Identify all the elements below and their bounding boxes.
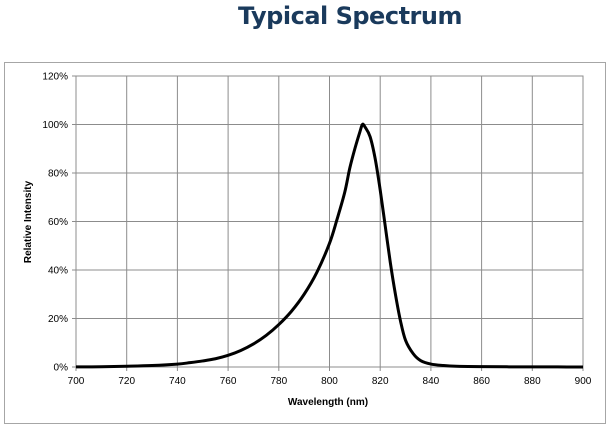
y-tick-label: 20% bbox=[48, 314, 68, 325]
y-tick-label: 40% bbox=[48, 266, 68, 277]
x-tick-label: 800 bbox=[321, 376, 338, 387]
plot-area bbox=[75, 75, 584, 368]
x-tick-label: 740 bbox=[169, 376, 186, 387]
x-tick-label: 860 bbox=[473, 376, 490, 387]
y-tick-label: 80% bbox=[48, 169, 68, 180]
chart-title: Typical Spectrum bbox=[238, 2, 462, 30]
x-tick-label: 720 bbox=[118, 376, 135, 387]
spectrum-line bbox=[75, 122, 584, 369]
y-tick-label: 120% bbox=[42, 72, 68, 83]
y-tick-label: 100% bbox=[42, 120, 68, 131]
x-tick-label: 820 bbox=[372, 376, 389, 387]
x-tick-label: 780 bbox=[270, 376, 287, 387]
x-tick-label: 760 bbox=[220, 376, 237, 387]
x-tick-label: 880 bbox=[524, 376, 541, 387]
x-axis-label: Wavelength (nm) bbox=[288, 397, 368, 408]
x-tick-label: 840 bbox=[423, 376, 440, 387]
x-tick-label: 700 bbox=[68, 376, 85, 387]
y-tick-label: 60% bbox=[48, 217, 68, 228]
y-tick-label: 0% bbox=[54, 363, 69, 374]
chart-frame bbox=[4, 62, 606, 424]
x-tick-label: 900 bbox=[575, 376, 592, 387]
y-axis-label: Relative Intensity bbox=[23, 180, 34, 263]
